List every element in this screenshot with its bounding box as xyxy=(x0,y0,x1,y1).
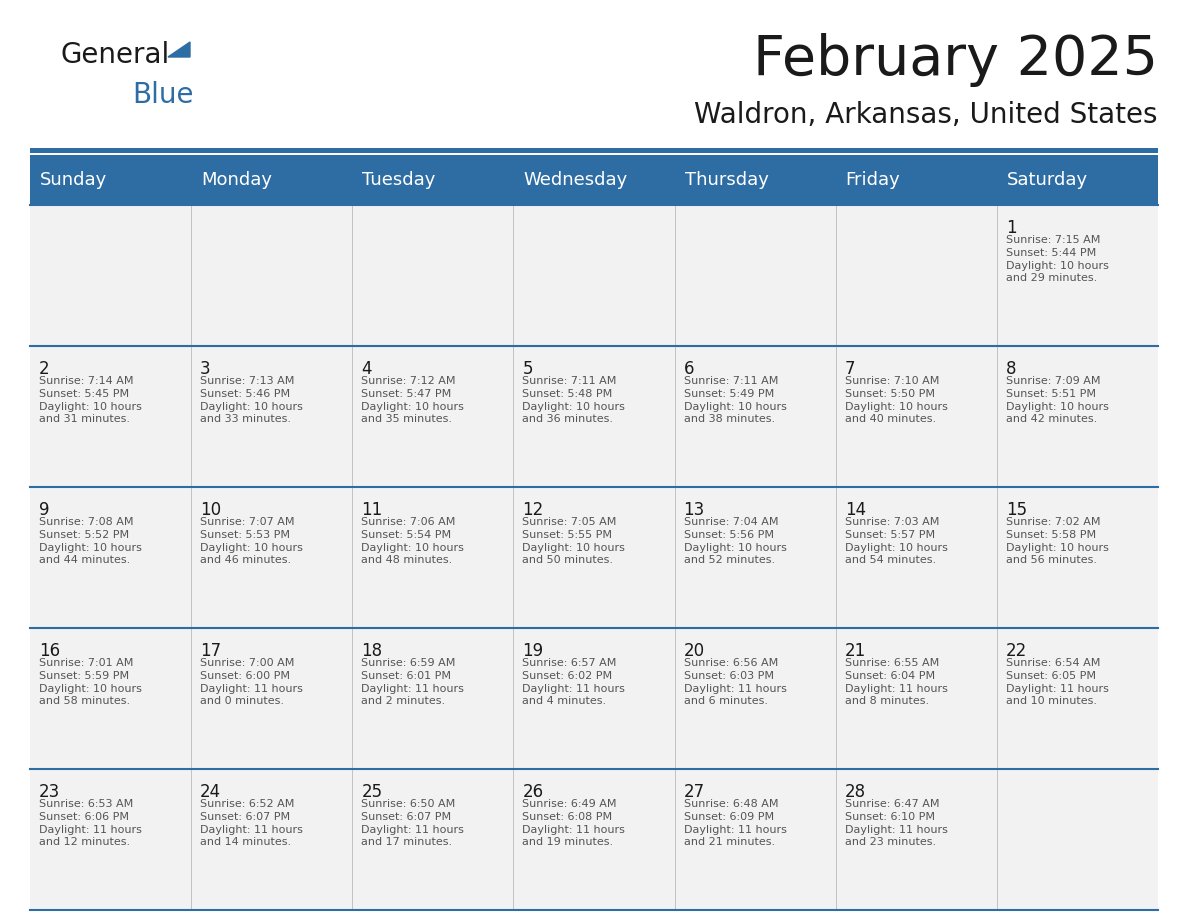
Text: Sunrise: 7:11 AM
Sunset: 5:49 PM
Daylight: 10 hours
and 38 minutes.: Sunrise: 7:11 AM Sunset: 5:49 PM Dayligh… xyxy=(683,376,786,424)
Text: Sunrise: 7:02 AM
Sunset: 5:58 PM
Daylight: 10 hours
and 56 minutes.: Sunrise: 7:02 AM Sunset: 5:58 PM Dayligh… xyxy=(1006,517,1108,565)
Text: Sunrise: 7:08 AM
Sunset: 5:52 PM
Daylight: 10 hours
and 44 minutes.: Sunrise: 7:08 AM Sunset: 5:52 PM Dayligh… xyxy=(39,517,141,565)
Text: Sunrise: 7:03 AM
Sunset: 5:57 PM
Daylight: 10 hours
and 54 minutes.: Sunrise: 7:03 AM Sunset: 5:57 PM Dayligh… xyxy=(845,517,948,565)
Text: Sunrise: 7:09 AM
Sunset: 5:51 PM
Daylight: 10 hours
and 42 minutes.: Sunrise: 7:09 AM Sunset: 5:51 PM Dayligh… xyxy=(1006,376,1108,424)
Text: 21: 21 xyxy=(845,642,866,660)
Polygon shape xyxy=(168,42,190,57)
Text: 24: 24 xyxy=(200,783,221,801)
Text: 1: 1 xyxy=(1006,219,1017,237)
Text: 17: 17 xyxy=(200,642,221,660)
Text: 4: 4 xyxy=(361,360,372,378)
Bar xyxy=(30,628,1158,769)
Text: 14: 14 xyxy=(845,501,866,519)
Text: Sunrise: 6:56 AM
Sunset: 6:03 PM
Daylight: 11 hours
and 6 minutes.: Sunrise: 6:56 AM Sunset: 6:03 PM Dayligh… xyxy=(683,658,786,706)
Text: Sunrise: 6:50 AM
Sunset: 6:07 PM
Daylight: 11 hours
and 17 minutes.: Sunrise: 6:50 AM Sunset: 6:07 PM Dayligh… xyxy=(361,799,465,847)
Text: Thursday: Thursday xyxy=(684,171,769,189)
Bar xyxy=(30,205,1158,346)
Text: Sunrise: 7:00 AM
Sunset: 6:00 PM
Daylight: 11 hours
and 0 minutes.: Sunrise: 7:00 AM Sunset: 6:00 PM Dayligh… xyxy=(200,658,303,706)
Text: Sunrise: 7:11 AM
Sunset: 5:48 PM
Daylight: 10 hours
and 36 minutes.: Sunrise: 7:11 AM Sunset: 5:48 PM Dayligh… xyxy=(523,376,625,424)
Text: 10: 10 xyxy=(200,501,221,519)
Text: Waldron, Arkansas, United States: Waldron, Arkansas, United States xyxy=(695,101,1158,129)
Text: Sunrise: 7:14 AM
Sunset: 5:45 PM
Daylight: 10 hours
and 31 minutes.: Sunrise: 7:14 AM Sunset: 5:45 PM Dayligh… xyxy=(39,376,141,424)
Text: 6: 6 xyxy=(683,360,694,378)
Text: 23: 23 xyxy=(39,783,61,801)
Text: General: General xyxy=(61,41,169,69)
Bar xyxy=(30,346,1158,487)
Bar xyxy=(30,148,1158,153)
Text: Sunrise: 6:47 AM
Sunset: 6:10 PM
Daylight: 11 hours
and 23 minutes.: Sunrise: 6:47 AM Sunset: 6:10 PM Dayligh… xyxy=(845,799,948,847)
Text: 5: 5 xyxy=(523,360,533,378)
Text: 26: 26 xyxy=(523,783,544,801)
Text: 8: 8 xyxy=(1006,360,1017,378)
Text: 19: 19 xyxy=(523,642,544,660)
Text: Sunrise: 7:13 AM
Sunset: 5:46 PM
Daylight: 10 hours
and 33 minutes.: Sunrise: 7:13 AM Sunset: 5:46 PM Dayligh… xyxy=(200,376,303,424)
Text: 12: 12 xyxy=(523,501,544,519)
Text: 15: 15 xyxy=(1006,501,1026,519)
Text: Sunrise: 7:06 AM
Sunset: 5:54 PM
Daylight: 10 hours
and 48 minutes.: Sunrise: 7:06 AM Sunset: 5:54 PM Dayligh… xyxy=(361,517,465,565)
Text: Sunrise: 7:12 AM
Sunset: 5:47 PM
Daylight: 10 hours
and 35 minutes.: Sunrise: 7:12 AM Sunset: 5:47 PM Dayligh… xyxy=(361,376,465,424)
Text: Sunrise: 6:57 AM
Sunset: 6:02 PM
Daylight: 11 hours
and 4 minutes.: Sunrise: 6:57 AM Sunset: 6:02 PM Dayligh… xyxy=(523,658,625,706)
Text: Sunrise: 6:59 AM
Sunset: 6:01 PM
Daylight: 11 hours
and 2 minutes.: Sunrise: 6:59 AM Sunset: 6:01 PM Dayligh… xyxy=(361,658,465,706)
Text: Sunday: Sunday xyxy=(40,171,107,189)
Text: Sunrise: 7:10 AM
Sunset: 5:50 PM
Daylight: 10 hours
and 40 minutes.: Sunrise: 7:10 AM Sunset: 5:50 PM Dayligh… xyxy=(845,376,948,424)
Text: February 2025: February 2025 xyxy=(753,33,1158,87)
Text: 22: 22 xyxy=(1006,642,1028,660)
Text: Sunrise: 6:53 AM
Sunset: 6:06 PM
Daylight: 11 hours
and 12 minutes.: Sunrise: 6:53 AM Sunset: 6:06 PM Dayligh… xyxy=(39,799,141,847)
Text: Sunrise: 7:01 AM
Sunset: 5:59 PM
Daylight: 10 hours
and 58 minutes.: Sunrise: 7:01 AM Sunset: 5:59 PM Dayligh… xyxy=(39,658,141,706)
Text: 2: 2 xyxy=(39,360,50,378)
Text: 28: 28 xyxy=(845,783,866,801)
Text: Sunrise: 6:49 AM
Sunset: 6:08 PM
Daylight: 11 hours
and 19 minutes.: Sunrise: 6:49 AM Sunset: 6:08 PM Dayligh… xyxy=(523,799,625,847)
Text: Sunrise: 6:54 AM
Sunset: 6:05 PM
Daylight: 11 hours
and 10 minutes.: Sunrise: 6:54 AM Sunset: 6:05 PM Dayligh… xyxy=(1006,658,1108,706)
Text: 27: 27 xyxy=(683,783,704,801)
Text: Sunrise: 6:52 AM
Sunset: 6:07 PM
Daylight: 11 hours
and 14 minutes.: Sunrise: 6:52 AM Sunset: 6:07 PM Dayligh… xyxy=(200,799,303,847)
Bar xyxy=(30,155,1158,205)
Text: Tuesday: Tuesday xyxy=(362,171,436,189)
Text: Blue: Blue xyxy=(132,81,194,109)
Text: Sunrise: 6:55 AM
Sunset: 6:04 PM
Daylight: 11 hours
and 8 minutes.: Sunrise: 6:55 AM Sunset: 6:04 PM Dayligh… xyxy=(845,658,948,706)
Text: 7: 7 xyxy=(845,360,855,378)
Text: Wednesday: Wednesday xyxy=(524,171,627,189)
Text: Friday: Friday xyxy=(846,171,901,189)
Text: 16: 16 xyxy=(39,642,61,660)
Text: Sunrise: 7:15 AM
Sunset: 5:44 PM
Daylight: 10 hours
and 29 minutes.: Sunrise: 7:15 AM Sunset: 5:44 PM Dayligh… xyxy=(1006,235,1108,284)
Text: 3: 3 xyxy=(200,360,210,378)
Text: Sunrise: 7:05 AM
Sunset: 5:55 PM
Daylight: 10 hours
and 50 minutes.: Sunrise: 7:05 AM Sunset: 5:55 PM Dayligh… xyxy=(523,517,625,565)
Text: 9: 9 xyxy=(39,501,50,519)
Text: Monday: Monday xyxy=(201,171,272,189)
Text: 18: 18 xyxy=(361,642,383,660)
Bar xyxy=(30,487,1158,628)
Text: 20: 20 xyxy=(683,642,704,660)
Text: Sunrise: 7:07 AM
Sunset: 5:53 PM
Daylight: 10 hours
and 46 minutes.: Sunrise: 7:07 AM Sunset: 5:53 PM Dayligh… xyxy=(200,517,303,565)
Bar xyxy=(30,769,1158,910)
Text: Sunrise: 6:48 AM
Sunset: 6:09 PM
Daylight: 11 hours
and 21 minutes.: Sunrise: 6:48 AM Sunset: 6:09 PM Dayligh… xyxy=(683,799,786,847)
Text: 13: 13 xyxy=(683,501,704,519)
Text: Sunrise: 7:04 AM
Sunset: 5:56 PM
Daylight: 10 hours
and 52 minutes.: Sunrise: 7:04 AM Sunset: 5:56 PM Dayligh… xyxy=(683,517,786,565)
Text: Saturday: Saturday xyxy=(1007,171,1088,189)
Text: 11: 11 xyxy=(361,501,383,519)
Text: 25: 25 xyxy=(361,783,383,801)
